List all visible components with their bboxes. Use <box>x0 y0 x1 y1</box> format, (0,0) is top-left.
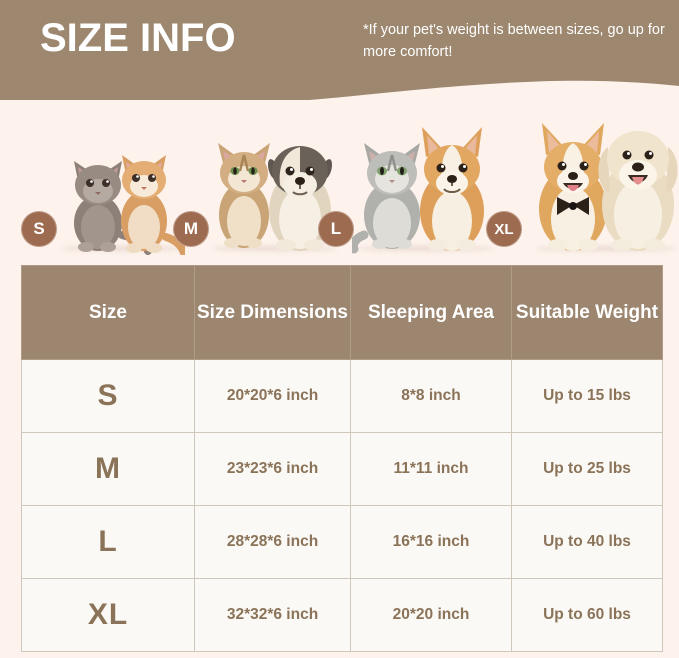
orange-kitten-illustration <box>121 155 185 255</box>
cell-size: XL <box>21 578 195 652</box>
column-header-sleeping-area: Sleeping Area <box>350 265 512 360</box>
cell-sleeping-area: 16*16 inch <box>350 505 512 579</box>
cell-weight: Up to 60 lbs <box>511 578 663 652</box>
column-header-size: Size <box>21 265 195 360</box>
tabby-cat-illustration <box>218 143 270 248</box>
size-info-table: Size Size Dimensions Sleeping Area Suita… <box>21 265 663 652</box>
pet-shadow <box>62 246 182 251</box>
cell-sleeping-area: 20*20 inch <box>350 578 512 652</box>
pet-group-s <box>74 155 185 255</box>
cell-sleeping-area: 11*11 inch <box>350 432 512 506</box>
column-header-suitable-weight: Suitable Weight <box>511 265 663 360</box>
grey-tabby-cat-illustration <box>352 143 420 254</box>
cell-dimensions: 28*28*6 inch <box>194 505 351 579</box>
pet-group-l <box>352 127 484 254</box>
pet-photo-band: S M L XL <box>0 100 679 265</box>
size-badge-xl: XL <box>486 211 522 247</box>
cell-size: M <box>21 432 195 506</box>
corgi-with-bowtie-illustration <box>539 123 607 251</box>
pet-shadow <box>212 246 337 251</box>
size-badge-m: M <box>173 211 209 247</box>
cell-size: S <box>21 359 195 433</box>
corgi-dog-illustration <box>420 127 484 251</box>
page-header: SIZE INFO *If your pet's weight is betwe… <box>0 0 679 115</box>
table-row: S 20*20*6 inch 8*8 inch Up to 15 lbs <box>21 359 663 433</box>
table-header-row: Size Size Dimensions Sleeping Area Suita… <box>21 265 663 360</box>
pet-group-m <box>218 143 332 251</box>
cell-dimensions: 23*23*6 inch <box>194 432 351 506</box>
pet-group-xl <box>539 123 678 251</box>
bowtie-icon <box>557 197 589 215</box>
size-badge-s: S <box>21 211 57 247</box>
size-badge-l: L <box>318 211 354 247</box>
cell-dimensions: 20*20*6 inch <box>194 359 351 433</box>
header-wave-background <box>0 0 679 107</box>
table-body: S 20*20*6 inch 8*8 inch Up to 15 lbs M 2… <box>21 359 663 652</box>
cell-weight: Up to 25 lbs <box>511 432 663 506</box>
table-row: L 28*28*6 inch 16*16 inch Up to 40 lbs <box>21 505 663 579</box>
cell-sleeping-area: 8*8 inch <box>350 359 512 433</box>
cell-dimensions: 32*32*6 inch <box>194 578 351 652</box>
australian-shepherd-puppy-illustration <box>268 146 332 251</box>
cell-weight: Up to 40 lbs <box>511 505 663 579</box>
cell-size: L <box>21 505 195 579</box>
pet-shadow <box>358 246 493 251</box>
cream-havanese-dog-illustration <box>598 131 678 251</box>
column-header-size-dimensions: Size Dimensions <box>194 265 351 360</box>
page-title: SIZE INFO <box>40 16 236 60</box>
table-header: Size Size Dimensions Sleeping Area Suita… <box>21 265 663 360</box>
cell-weight: Up to 15 lbs <box>511 359 663 433</box>
table-row: M 23*23*6 inch 11*11 inch Up to 25 lbs <box>21 432 663 506</box>
header-note: *If your pet's weight is between sizes, … <box>363 22 665 60</box>
table-row: XL 32*32*6 inch 20*20 inch Up to 60 lbs <box>21 578 663 652</box>
pet-shadow <box>536 246 676 251</box>
